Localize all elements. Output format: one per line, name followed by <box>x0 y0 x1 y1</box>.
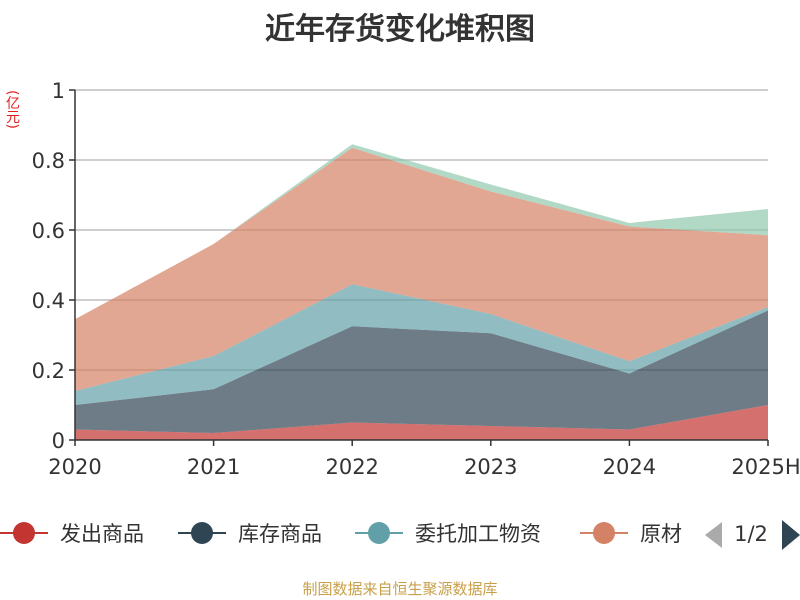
data-source-note: 制图数据来自恒生聚源数据库 <box>302 580 498 598</box>
legend-marker <box>13 522 35 544</box>
legend-label: 原材 <box>640 522 682 546</box>
legend-prev-page-icon[interactable] <box>705 522 722 548</box>
legend-label: 库存商品 <box>238 522 322 546</box>
legend-clip <box>686 513 706 553</box>
legend-page-indicator: 1/2 <box>734 522 768 546</box>
legend-marker <box>593 522 615 544</box>
area-series-3 <box>75 284 768 405</box>
y-tick-label-1: 0.2 <box>32 359 65 383</box>
legend-item-2[interactable]: 库存商品 <box>178 522 322 546</box>
legend-label: 委托加工物资 <box>415 522 541 546</box>
x-tick-label-5: 2025H <box>731 455 800 479</box>
legend-marker <box>368 522 390 544</box>
area-series-2 <box>75 310 768 433</box>
legend-item-3[interactable]: 委托加工物资 <box>355 522 541 546</box>
y-tick-label-4: 0.8 <box>32 149 65 173</box>
area-series-1 <box>75 405 768 440</box>
legend-marker <box>191 522 213 544</box>
y-tick-label-2: 0.4 <box>32 289 65 313</box>
chart-title: 近年存货变化堆积图 <box>265 12 535 47</box>
x-tick-label-2: 2022 <box>325 455 378 479</box>
legend-label: 发出商品 <box>60 522 144 546</box>
x-tick-label-4: 2024 <box>603 455 656 479</box>
legend-next-page-icon[interactable] <box>782 520 800 550</box>
legend: 发出商品 库存商品 委托加工物资 原材 1/2 <box>0 513 800 553</box>
x-tick-label-0: 2020 <box>48 455 101 479</box>
area-series-4 <box>75 147 768 391</box>
y-tick-label-3: 0.6 <box>32 219 65 243</box>
y-tick-label-5: 1 <box>52 79 65 103</box>
legend-item-1[interactable]: 发出商品 <box>0 522 144 546</box>
x-tick-label-3: 2023 <box>464 455 517 479</box>
y-tick-label-0: 0 <box>52 429 65 453</box>
x-tick-label-1: 2021 <box>187 455 240 479</box>
legend-item-4[interactable]: 原材 <box>580 522 682 546</box>
y-axis-unit-label: (亿元) <box>4 90 20 129</box>
